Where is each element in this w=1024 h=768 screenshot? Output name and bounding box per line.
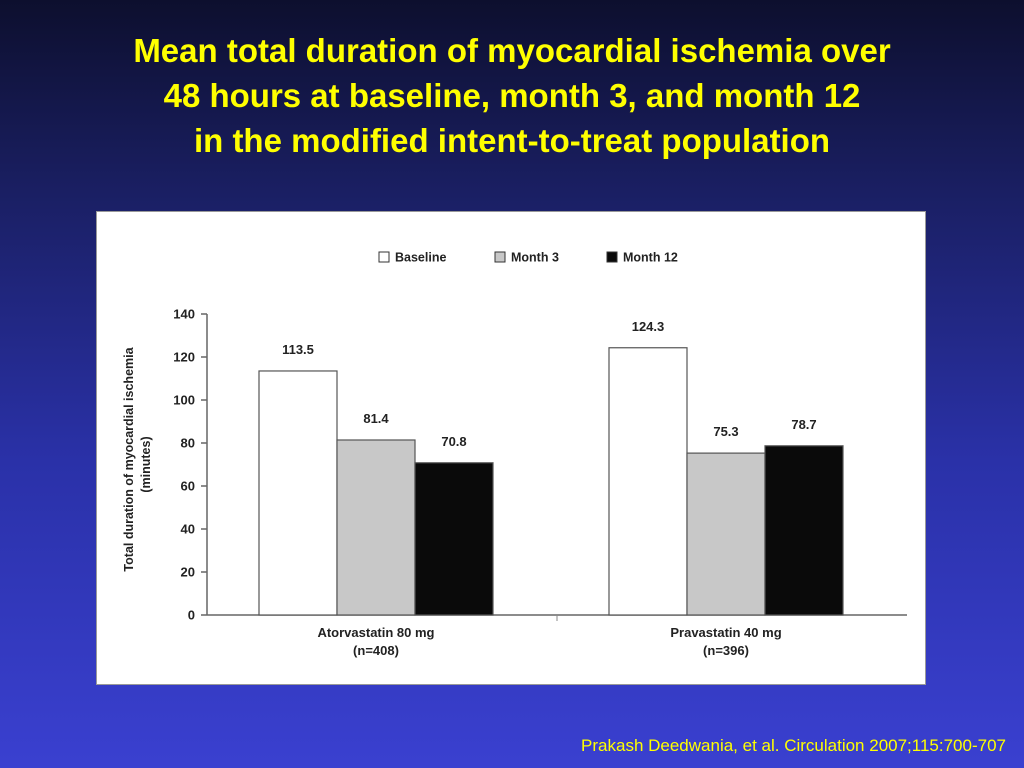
citation: Prakash Deedwania, et al. Circulation 20… (581, 736, 1006, 755)
legend-label: Month 12 (623, 251, 678, 265)
bar-month-12 (764, 445, 844, 616)
bar-value-label: 78.7 (791, 417, 816, 432)
legend-label: Month 3 (511, 251, 559, 265)
category-label: Atorvastatin 80 mg (317, 625, 434, 640)
bar-value-label: 70.8 (441, 434, 466, 449)
y-tick-label: 100 (173, 393, 195, 408)
y-tick-label: 0 (188, 608, 195, 623)
y-tick-label: 60 (181, 479, 195, 494)
y-tick-label: 80 (181, 436, 195, 451)
legend-swatch (494, 251, 506, 263)
slide-title: Mean total duration of myocardial ischem… (0, 28, 1024, 163)
slide-title-line: Mean total duration of myocardial ischem… (133, 32, 891, 69)
legend-swatch (378, 251, 390, 263)
bar-month-3 (686, 452, 766, 616)
bar-baseline (258, 370, 338, 616)
chart-figure: 0 20 40 60 80 100 120 140 Total duration of myoc… (96, 211, 926, 685)
y-axis-label-unit: (minutes) (139, 436, 153, 492)
y-tick-label: 120 (173, 350, 195, 365)
y-tick-label: 140 (173, 307, 195, 322)
category-label-n: (n=396) (703, 643, 749, 658)
bar-chart: 0 20 40 60 80 100 120 140 Total duration of myoc… (122, 251, 907, 658)
slide-title-line: 48 hours at baseline, month 3, and month… (163, 77, 861, 114)
legend-swatch (606, 251, 618, 263)
bar-month-3 (336, 439, 416, 616)
bar-month-12 (414, 462, 494, 616)
bar-value-label: 124.3 (632, 319, 665, 334)
bar-value-label: 75.3 (713, 424, 738, 439)
bar-value-label: 81.4 (363, 411, 389, 426)
category-label-n: (n=408) (353, 643, 399, 658)
legend-label: Baseline (395, 251, 446, 265)
y-axis-label: Total duration of myocardial ischemia (122, 346, 136, 571)
y-tick-label: 20 (181, 565, 195, 580)
bar-value-label: 113.5 (282, 342, 314, 357)
y-tick-label: 40 (181, 522, 195, 537)
slide-title-line: in the modified intent-to-treat populati… (193, 122, 831, 159)
bar-baseline (608, 347, 688, 616)
category-label: Pravastatin 40 mg (670, 625, 781, 640)
